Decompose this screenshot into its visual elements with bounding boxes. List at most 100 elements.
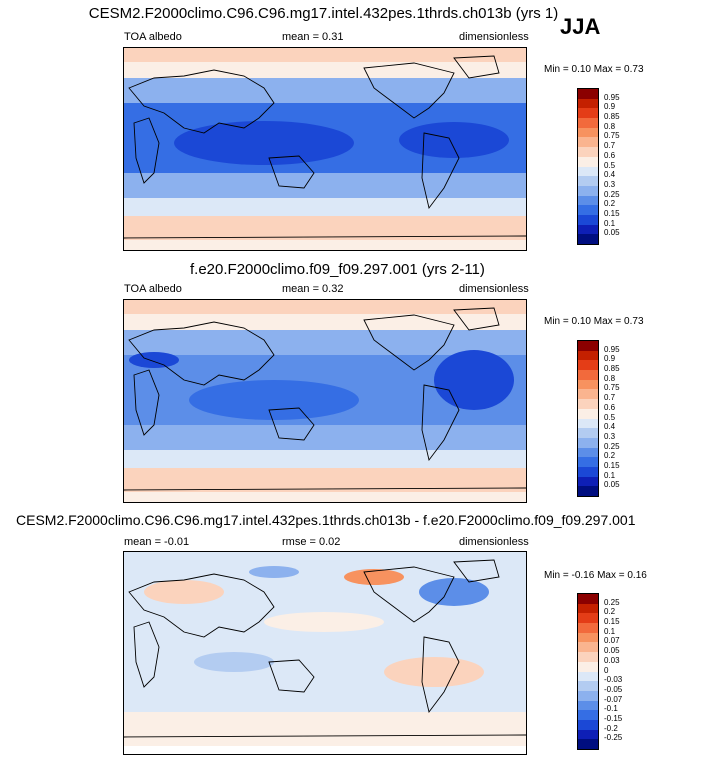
coast-north-america (363, 566, 455, 623)
colorbar-swatch (578, 623, 598, 633)
anom-pos-3 (384, 657, 484, 687)
coast-north-america (363, 314, 455, 371)
colorbar-swatch (578, 447, 598, 458)
panel-1-map-svg (124, 48, 526, 250)
colorbar-swatch (578, 224, 598, 235)
colorbar-swatch (578, 89, 598, 99)
colorbar-swatch (578, 399, 598, 409)
colorbar-tick-label: 0.85 (604, 364, 620, 374)
colorbar-tick-label: 0.7 (604, 393, 616, 403)
coast-eurasia (128, 321, 275, 386)
panel-2-units-label: dimensionless (459, 283, 529, 295)
colorbar-tick-label: 0.2 (604, 607, 616, 617)
anom-neg-2 (419, 578, 489, 606)
colorbar-tick-label: 0.15 (604, 208, 620, 218)
colorbar-swatch (578, 176, 598, 186)
panel-3-map (123, 551, 527, 755)
panel-1-colorbar (577, 88, 599, 245)
anom-pos-4 (344, 569, 404, 585)
colorbar-tick-label: 0.6 (604, 402, 616, 412)
coast-south-america (421, 384, 460, 462)
pool-atlantic (434, 350, 514, 410)
colorbar-swatch (578, 360, 598, 371)
panel-2-minmax: Min = 0.10 Max = 0.73 (544, 316, 644, 327)
band-antarctic (124, 492, 526, 502)
colorbar-tick-label: 0.25 (604, 597, 620, 607)
colorbar-swatch (578, 166, 598, 177)
colorbar-swatch (578, 632, 598, 643)
coast-antarctica (124, 235, 526, 239)
colorbar-tick-label: -0.07 (604, 694, 623, 704)
colorbar-swatch (578, 205, 598, 215)
colorbar-tick-label: 0.2 (604, 451, 616, 461)
colorbar-swatch (578, 661, 598, 672)
season-label: JJA (560, 14, 601, 39)
colorbar-tick-label: 0.15 (604, 617, 620, 627)
anom-neg-3 (249, 566, 299, 578)
panel-1-units-label: dimensionless (459, 31, 529, 43)
colorbar-tick-label: -0.25 (604, 733, 623, 743)
coast-north-america (363, 62, 455, 119)
colorbar-swatch (578, 594, 598, 604)
colorbar-swatch (578, 603, 598, 614)
pool-west-pacific (174, 121, 354, 165)
coast-antarctica (124, 487, 526, 491)
colorbar-tick-label: -0.03 (604, 675, 623, 685)
colorbar-swatch (578, 719, 598, 730)
colorbar-tick-label: -0.05 (604, 684, 623, 694)
coastlines (124, 55, 526, 239)
colorbar-swatch (578, 185, 598, 196)
panel-1-variable-label: TOA albedo (124, 31, 182, 43)
colorbar-tick-label: 0 (604, 665, 609, 675)
colorbar-tick-label: 0.4 (604, 170, 616, 180)
coast-greenland (453, 307, 500, 331)
colorbar-tick-label: -0.15 (604, 713, 623, 723)
panel-3-title: CESM2.F2000climo.C96.C96.mg17.intel.432p… (16, 512, 636, 528)
panel-3-minmax: Min = -0.16 Max = 0.16 (544, 570, 647, 581)
colorbar-tick-label: 0.2 (604, 199, 616, 209)
colorbar-swatch (578, 700, 598, 711)
colorbar-tick-label: 0.15 (604, 460, 620, 470)
colorbar-swatch (578, 613, 598, 624)
colorbar-tick-label: 0.75 (604, 383, 620, 393)
colorbar-swatch (578, 98, 598, 109)
colorbar-swatch (578, 690, 598, 701)
colorbar-swatch (578, 350, 598, 361)
colorbar-tick-label: 0.1 (604, 626, 616, 636)
colorbar-tick-label: 0.8 (604, 121, 616, 131)
colorbar-tick-label: 0.6 (604, 150, 616, 160)
panel-1-title: CESM2.F2000climo.C96.C96.mg17.intel.432p… (88, 5, 559, 22)
colorbar-swatch (578, 156, 598, 167)
coast-africa (133, 621, 160, 688)
colorbar-tick-label: 0.3 (604, 431, 616, 441)
band-antarctic (124, 240, 526, 250)
colorbar-tick-label: 0.75 (604, 131, 620, 141)
colorbar-tick-label: -0.2 (604, 723, 618, 733)
coast-eurasia (128, 573, 275, 638)
panel-3-mean-label: mean = -0.01 (124, 536, 190, 548)
colorbar-tick-label: 0.1 (604, 218, 616, 228)
coast-eurasia (128, 69, 275, 134)
panel-1-mean-label: mean = 0.31 (282, 31, 344, 43)
colorbar-swatch (578, 739, 598, 749)
coast-greenland (453, 559, 500, 583)
panel-2-title: f.e20.F2000climo.f09_f09.297.001 (yrs 2-… (190, 261, 485, 278)
colorbar-swatch (578, 370, 598, 380)
panel-2-map-svg (124, 300, 526, 502)
colorbar-swatch (578, 118, 598, 128)
colorbar-tick-label: -0.1 (604, 704, 618, 714)
colorbar-swatch (578, 127, 598, 138)
coast-africa (133, 117, 160, 184)
coast-australia (268, 407, 315, 441)
colorbar-swatch (578, 710, 598, 720)
colorbar-tick-label: 0.3 (604, 179, 616, 189)
panel-3-colorbar-labels: 0.25 0.2 0.15 0.1 0.07 0.05 0.03 0 -0.03 -0.05 -0.… (604, 593, 644, 750)
colorbar-tick-label: 0.9 (604, 354, 616, 364)
panel-1-colorbar-labels: 0.95 0.9 0.85 0.8 0.75 0.7 0.6 0.5 0.4 0.3 0.25 0.2… (604, 88, 644, 245)
colorbar-tick-label: 0.07 (604, 636, 620, 646)
coast-greenland (453, 55, 500, 79)
colorbar-swatch (578, 428, 598, 438)
colorbar-swatch (578, 652, 598, 662)
colorbar-tick-label: 0.85 (604, 112, 620, 122)
colorbar-swatch (578, 476, 598, 487)
